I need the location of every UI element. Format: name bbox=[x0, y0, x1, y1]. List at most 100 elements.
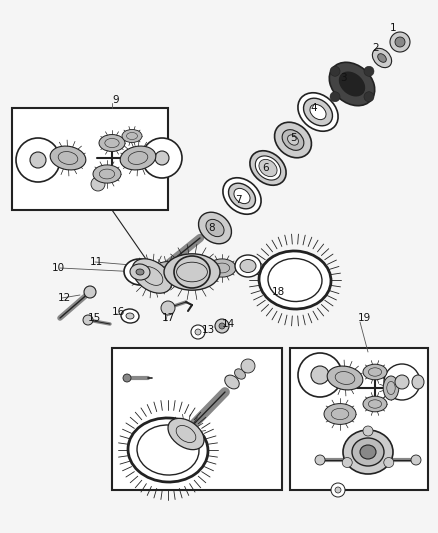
Ellipse shape bbox=[99, 169, 115, 179]
Ellipse shape bbox=[275, 122, 311, 158]
Circle shape bbox=[155, 151, 169, 165]
Text: 12: 12 bbox=[58, 293, 71, 303]
Ellipse shape bbox=[288, 135, 298, 145]
Circle shape bbox=[241, 359, 255, 373]
Ellipse shape bbox=[120, 146, 156, 170]
Circle shape bbox=[191, 325, 205, 339]
Circle shape bbox=[298, 353, 342, 397]
Text: 11: 11 bbox=[90, 257, 103, 267]
Ellipse shape bbox=[372, 49, 392, 68]
Text: 2: 2 bbox=[372, 43, 378, 53]
Circle shape bbox=[219, 323, 225, 329]
Text: 9: 9 bbox=[112, 95, 119, 105]
Ellipse shape bbox=[208, 259, 236, 277]
Ellipse shape bbox=[132, 259, 172, 293]
Bar bbox=[112, 348, 282, 490]
Circle shape bbox=[16, 138, 60, 182]
Ellipse shape bbox=[122, 130, 142, 142]
Ellipse shape bbox=[352, 438, 384, 466]
Circle shape bbox=[395, 375, 409, 389]
Ellipse shape bbox=[329, 62, 375, 106]
Ellipse shape bbox=[378, 54, 386, 62]
Ellipse shape bbox=[327, 366, 363, 390]
Circle shape bbox=[123, 374, 131, 382]
Circle shape bbox=[311, 366, 329, 384]
Circle shape bbox=[315, 455, 325, 465]
Ellipse shape bbox=[259, 159, 277, 176]
Circle shape bbox=[330, 66, 340, 76]
Ellipse shape bbox=[124, 259, 156, 285]
Text: 1: 1 bbox=[390, 23, 397, 33]
Ellipse shape bbox=[105, 139, 119, 148]
Ellipse shape bbox=[229, 183, 255, 209]
Ellipse shape bbox=[128, 151, 148, 165]
Circle shape bbox=[331, 483, 345, 497]
Circle shape bbox=[215, 319, 229, 333]
Circle shape bbox=[30, 152, 46, 168]
Text: 13: 13 bbox=[202, 325, 215, 335]
Ellipse shape bbox=[255, 156, 281, 180]
Text: 3: 3 bbox=[340, 73, 346, 83]
Ellipse shape bbox=[383, 376, 399, 400]
Circle shape bbox=[395, 37, 405, 47]
Ellipse shape bbox=[360, 445, 376, 459]
Ellipse shape bbox=[159, 266, 177, 278]
Circle shape bbox=[195, 329, 201, 335]
Text: 6: 6 bbox=[262, 163, 268, 173]
Circle shape bbox=[142, 138, 182, 178]
Ellipse shape bbox=[130, 264, 150, 280]
Ellipse shape bbox=[128, 418, 208, 482]
Ellipse shape bbox=[136, 269, 144, 275]
Ellipse shape bbox=[176, 425, 196, 442]
Circle shape bbox=[363, 426, 373, 436]
Ellipse shape bbox=[339, 72, 364, 96]
Ellipse shape bbox=[121, 309, 139, 323]
Circle shape bbox=[161, 301, 175, 315]
Ellipse shape bbox=[164, 254, 220, 290]
Ellipse shape bbox=[234, 188, 250, 204]
Circle shape bbox=[364, 66, 374, 76]
Text: 10: 10 bbox=[52, 263, 65, 273]
Ellipse shape bbox=[343, 430, 393, 474]
Ellipse shape bbox=[331, 408, 349, 419]
Ellipse shape bbox=[50, 146, 86, 170]
Text: 17: 17 bbox=[162, 313, 175, 323]
Circle shape bbox=[384, 457, 394, 467]
Circle shape bbox=[83, 315, 93, 325]
Ellipse shape bbox=[93, 165, 121, 183]
Circle shape bbox=[84, 286, 96, 298]
Circle shape bbox=[411, 455, 421, 465]
Ellipse shape bbox=[240, 260, 256, 272]
Text: 15: 15 bbox=[88, 313, 101, 323]
Ellipse shape bbox=[127, 133, 138, 140]
Ellipse shape bbox=[225, 375, 239, 389]
Ellipse shape bbox=[223, 178, 261, 214]
Ellipse shape bbox=[152, 262, 184, 282]
Ellipse shape bbox=[214, 263, 230, 273]
Circle shape bbox=[335, 487, 341, 493]
Ellipse shape bbox=[141, 266, 163, 285]
Ellipse shape bbox=[198, 212, 231, 244]
Text: 5: 5 bbox=[290, 133, 297, 143]
Ellipse shape bbox=[298, 93, 338, 131]
Text: 19: 19 bbox=[358, 313, 371, 323]
Circle shape bbox=[91, 177, 105, 191]
Ellipse shape bbox=[363, 396, 387, 412]
Ellipse shape bbox=[304, 98, 332, 126]
Ellipse shape bbox=[206, 220, 224, 237]
Text: 16: 16 bbox=[112, 307, 125, 317]
Text: 14: 14 bbox=[222, 319, 235, 329]
Ellipse shape bbox=[235, 369, 245, 379]
Ellipse shape bbox=[387, 382, 395, 394]
Ellipse shape bbox=[235, 255, 261, 277]
Circle shape bbox=[330, 92, 340, 102]
Ellipse shape bbox=[324, 403, 356, 424]
Ellipse shape bbox=[99, 134, 125, 151]
Circle shape bbox=[390, 32, 410, 52]
Ellipse shape bbox=[250, 151, 286, 185]
Bar bbox=[12, 108, 168, 210]
Ellipse shape bbox=[177, 262, 208, 282]
Text: 18: 18 bbox=[272, 287, 285, 297]
Ellipse shape bbox=[363, 364, 387, 380]
Ellipse shape bbox=[168, 418, 204, 450]
